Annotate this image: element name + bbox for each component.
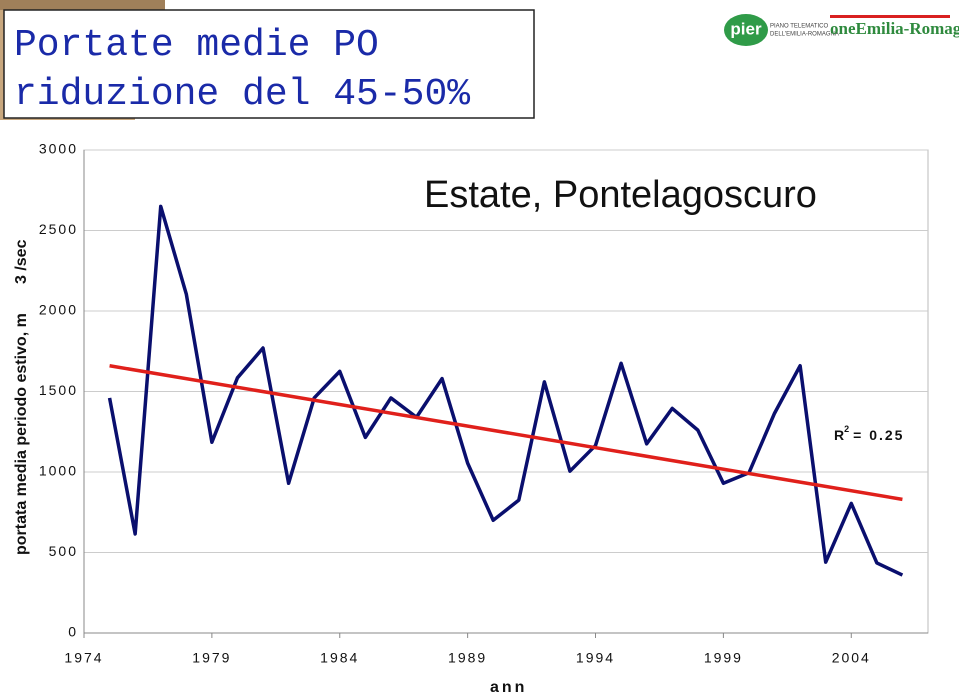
x-tick-label: 1994 [576, 650, 615, 666]
x-tick-label: 1999 [704, 650, 743, 666]
trend-line [109, 364, 903, 502]
x-tick-label: 1979 [192, 650, 231, 666]
region-bar [830, 15, 950, 18]
y-axis-unit: 3 /sec [13, 239, 30, 284]
x-tick-label: 1984 [320, 650, 359, 666]
region-name: oneEmilia-Romagna [830, 19, 959, 38]
page-title: riduzione del 45-50% [14, 73, 470, 116]
r2-label: R2 = 0.25 [834, 424, 904, 442]
x-tick-label: 2004 [832, 650, 871, 666]
x-tick-label: 1974 [64, 650, 103, 666]
logo-sub: PIANO TELEMATICO [770, 24, 828, 30]
y-tick-label: 3000 [39, 141, 78, 157]
x-tick-label: 1989 [448, 650, 487, 666]
logo-sub: DELL'EMILIA-ROMAGNA [770, 32, 839, 38]
logo-text: pier [730, 19, 762, 38]
y-tick-label: 1500 [39, 382, 78, 398]
photo-strip [0, 0, 165, 12]
y-axis-label: portata media periodo estivo, m [13, 313, 30, 555]
title-box [3, 9, 535, 119]
logo [724, 14, 768, 46]
y-tick-label: 2000 [39, 302, 78, 318]
chart-title: Estate, Pontelagoscuro [424, 174, 817, 216]
page-title: Portate medie PO [14, 24, 379, 67]
x-axis-label: ann [490, 679, 527, 695]
y-tick-label: 2500 [39, 221, 78, 237]
y-tick-label: 1000 [39, 463, 78, 479]
y-tick-label: 500 [49, 543, 78, 559]
y-tick-label: 0 [68, 624, 78, 640]
data-line [107, 204, 904, 577]
